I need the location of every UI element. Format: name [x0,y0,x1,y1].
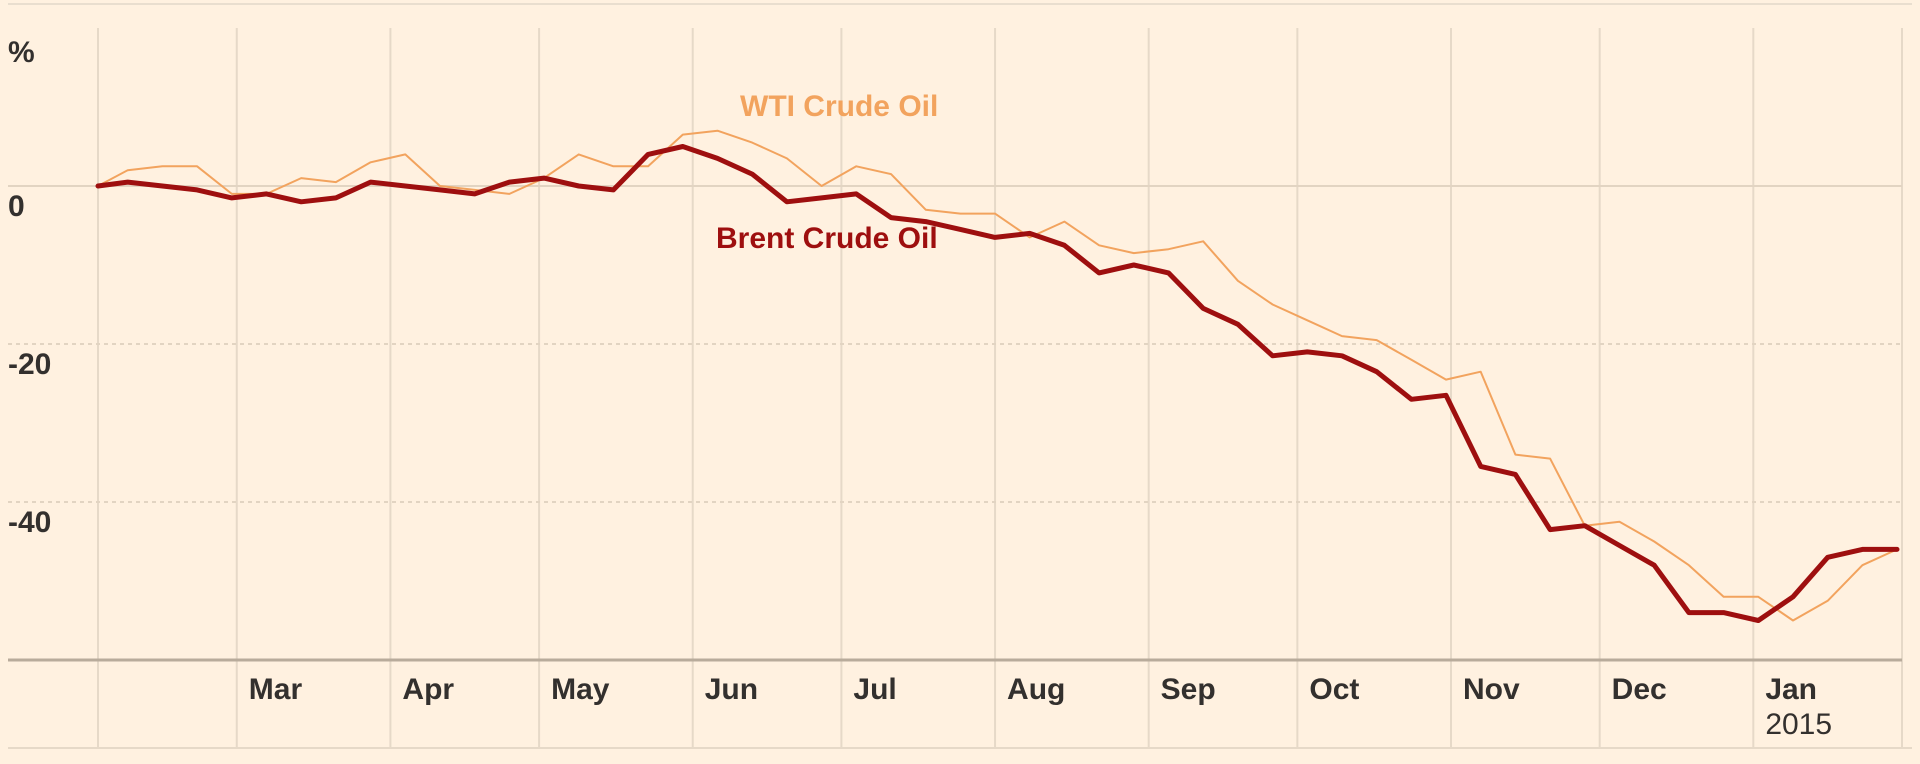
series-label-wti: WTI Crude Oil [740,90,938,123]
x-tick-label: Jun [705,673,758,706]
grid [8,3,1912,749]
x-tick-label: Dec [1612,673,1667,706]
x-tick-label: May [551,673,610,706]
x-tick-sublabel: 2015 [1765,708,1832,741]
x-tick-label: Oct [1309,673,1359,706]
x-tick-label: Mar [249,673,303,706]
x-tick-label: Jul [853,673,896,706]
series-line-wti [97,129,1898,622]
series [95,129,1900,623]
y-tick-label: -20 [8,348,51,381]
x-tick-label: Aug [1007,673,1065,706]
y-unit-label: % [8,36,35,69]
x-tick-label: Jan [1765,673,1817,706]
series-label-brent: Brent Crude Oil [716,222,938,255]
axes: % 0 -20 -40 Mar Apr May Jun Jul Aug Sep Oct Nov Dec J… [8,36,1902,741]
y-tick-label: 0 [8,190,25,223]
series-line-brent [95,144,1900,623]
x-tick-label: Nov [1463,673,1520,706]
x-tick-label: Sep [1161,673,1216,706]
x-tick-label: Apr [402,673,454,706]
y-tick-label: -40 [8,506,51,539]
series-labels: WTI Crude Oil Brent Crude Oil [716,90,938,255]
